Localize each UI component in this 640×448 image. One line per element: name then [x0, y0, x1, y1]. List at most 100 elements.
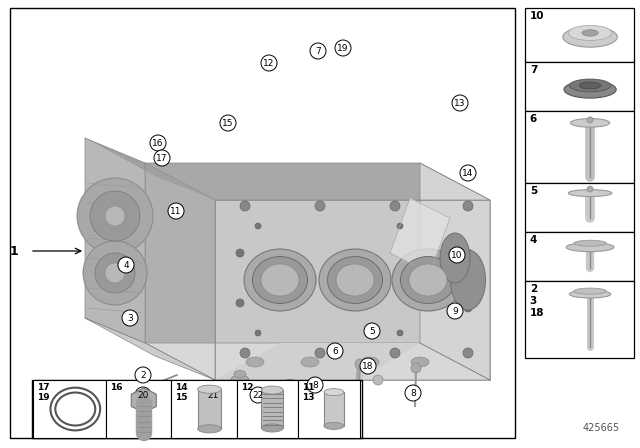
Text: 16: 16	[152, 138, 164, 147]
Text: 8: 8	[410, 388, 416, 397]
Text: 20: 20	[138, 391, 148, 400]
Circle shape	[390, 201, 400, 211]
Text: 7: 7	[530, 65, 537, 75]
Circle shape	[240, 201, 250, 211]
Ellipse shape	[563, 27, 617, 47]
Circle shape	[135, 387, 151, 403]
Polygon shape	[390, 198, 450, 273]
Circle shape	[373, 375, 383, 385]
Circle shape	[307, 377, 323, 393]
Text: 1: 1	[10, 245, 19, 258]
Text: 8: 8	[312, 380, 318, 389]
Text: 7: 7	[315, 47, 321, 56]
Circle shape	[83, 241, 147, 305]
Text: 22: 22	[252, 391, 264, 400]
Circle shape	[587, 117, 593, 123]
Circle shape	[449, 247, 465, 263]
Ellipse shape	[570, 119, 610, 127]
Bar	[525, 281, 634, 358]
Bar	[237, 380, 298, 438]
Text: 12: 12	[263, 59, 275, 68]
Text: 19: 19	[337, 43, 349, 52]
Circle shape	[411, 363, 421, 373]
Ellipse shape	[570, 290, 611, 298]
Circle shape	[236, 299, 244, 307]
Circle shape	[255, 223, 261, 229]
Circle shape	[205, 387, 221, 403]
Text: 2: 2	[140, 370, 146, 379]
Text: 6: 6	[530, 114, 537, 124]
Ellipse shape	[253, 257, 307, 303]
Ellipse shape	[573, 288, 607, 294]
Circle shape	[397, 223, 403, 229]
Ellipse shape	[568, 26, 612, 40]
Ellipse shape	[328, 257, 383, 303]
Bar	[298, 380, 360, 438]
Text: 14
15: 14 15	[175, 383, 188, 402]
Text: 13: 13	[454, 99, 466, 108]
Circle shape	[250, 387, 266, 403]
Polygon shape	[145, 163, 490, 200]
Text: 16: 16	[109, 383, 122, 392]
Text: 11: 11	[170, 207, 182, 215]
Ellipse shape	[451, 250, 486, 310]
Text: 14: 14	[462, 168, 474, 177]
Ellipse shape	[261, 424, 284, 432]
Ellipse shape	[234, 370, 246, 378]
Ellipse shape	[301, 357, 319, 367]
Circle shape	[168, 203, 184, 219]
Circle shape	[464, 249, 472, 257]
Circle shape	[405, 385, 421, 401]
Text: 12: 12	[241, 383, 253, 392]
Ellipse shape	[564, 81, 616, 98]
Text: 6: 6	[332, 346, 338, 356]
Bar	[10, 8, 515, 438]
Ellipse shape	[231, 375, 249, 385]
Circle shape	[236, 249, 244, 257]
Text: 9: 9	[452, 306, 458, 315]
Text: 11
13: 11 13	[302, 383, 314, 402]
Text: 425665: 425665	[583, 423, 620, 433]
Bar	[198, 389, 221, 429]
Circle shape	[240, 348, 250, 358]
Ellipse shape	[198, 385, 221, 393]
Text: 5: 5	[530, 186, 537, 196]
Ellipse shape	[244, 249, 316, 311]
Polygon shape	[145, 343, 490, 380]
Text: 18: 18	[362, 362, 374, 370]
Polygon shape	[85, 138, 145, 343]
Ellipse shape	[261, 264, 299, 296]
Ellipse shape	[440, 233, 470, 283]
Circle shape	[315, 201, 325, 211]
Bar	[261, 390, 284, 428]
Bar	[525, 232, 634, 281]
Circle shape	[397, 330, 403, 336]
Circle shape	[335, 40, 351, 56]
Ellipse shape	[401, 257, 456, 303]
Circle shape	[118, 257, 134, 273]
Bar	[525, 62, 634, 111]
Ellipse shape	[261, 386, 284, 394]
Text: 10: 10	[451, 250, 463, 259]
Circle shape	[154, 150, 170, 166]
Circle shape	[261, 55, 277, 71]
Ellipse shape	[392, 249, 464, 311]
Circle shape	[463, 201, 473, 211]
Ellipse shape	[582, 30, 598, 36]
Circle shape	[315, 348, 325, 358]
Text: 3: 3	[127, 314, 133, 323]
Circle shape	[77, 178, 153, 254]
Bar	[525, 111, 634, 183]
Circle shape	[452, 95, 468, 111]
Circle shape	[447, 303, 463, 319]
Circle shape	[364, 323, 380, 339]
Ellipse shape	[570, 79, 611, 92]
Circle shape	[464, 304, 472, 312]
Circle shape	[95, 253, 135, 293]
Circle shape	[587, 186, 593, 192]
Circle shape	[255, 330, 261, 336]
Bar	[172, 380, 237, 438]
Text: 17
19: 17 19	[37, 383, 50, 402]
Ellipse shape	[579, 82, 601, 89]
Polygon shape	[131, 388, 156, 413]
